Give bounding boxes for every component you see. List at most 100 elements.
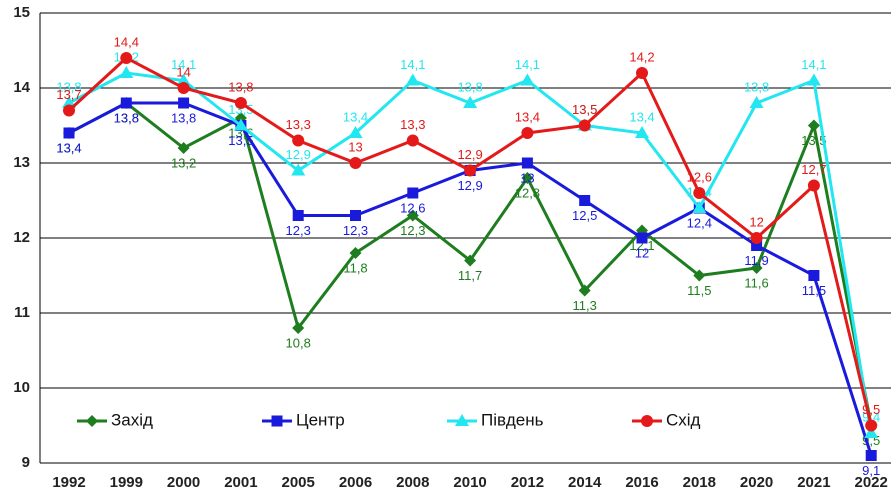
- data-label: 13,3: [400, 117, 425, 132]
- data-label: 10,8: [286, 335, 311, 350]
- data-label: 13,4: [56, 140, 81, 155]
- point: [864, 426, 879, 438]
- legend-label: Схід: [666, 410, 701, 429]
- point: [176, 73, 191, 86]
- data-label: 11,6: [744, 275, 768, 290]
- point: [750, 262, 763, 274]
- point: [807, 119, 820, 132]
- data-label: 13,5: [801, 133, 826, 148]
- y-tick-label: 12: [13, 229, 30, 246]
- data-label: 11,9: [744, 253, 768, 268]
- legend-marker: [86, 415, 98, 427]
- point: [291, 163, 306, 176]
- point: [464, 254, 477, 267]
- data-label: 12,3: [343, 223, 368, 238]
- point: [692, 201, 707, 213]
- data-label: 12,7: [801, 162, 826, 177]
- x-tick-label: 2010: [453, 474, 486, 491]
- point: [808, 270, 820, 281]
- x-tick-label: 2022: [855, 474, 888, 491]
- point: [750, 232, 763, 244]
- data-label: 14,1: [515, 57, 540, 72]
- data-label: 11,5: [687, 283, 711, 298]
- data-label: 14,2: [629, 49, 654, 64]
- x-tick-label: 2001: [224, 474, 257, 491]
- data-label: 12,6: [400, 200, 425, 215]
- data-label: 12: [749, 214, 763, 229]
- x-tick-label: 1992: [52, 474, 85, 491]
- point: [407, 187, 419, 199]
- data-label: 12,3: [286, 223, 311, 238]
- data-label: 13,4: [629, 109, 654, 124]
- y-tick-label: 14: [13, 79, 30, 96]
- legend-marker: [271, 415, 283, 427]
- data-label: 13,8: [56, 79, 81, 94]
- data-label: 13,3: [286, 117, 311, 132]
- point: [178, 97, 190, 109]
- data-label: 13: [348, 139, 362, 154]
- series: 13,7 14,4 14 13,8 13,3 13 13,3 12,9 13,4 13,5 14,2…: [56, 34, 880, 432]
- data-label: 9,5: [862, 402, 880, 417]
- point: [120, 52, 133, 64]
- point: [636, 67, 648, 79]
- legend-label: Захід: [111, 410, 153, 429]
- point: [635, 126, 649, 138]
- x-tick-label: 2018: [683, 474, 716, 491]
- data-label: 13,5: [572, 102, 597, 117]
- point: [751, 240, 763, 251]
- data-label: 11,7: [458, 268, 482, 283]
- point: [119, 66, 134, 78]
- data-label: 12,8: [515, 185, 540, 200]
- point: [406, 134, 419, 147]
- data-label: 12,5: [572, 208, 597, 223]
- data-label: 13,4: [343, 109, 368, 124]
- data-label: 9,1: [862, 463, 880, 478]
- legend-label: Центр: [296, 410, 345, 429]
- data-label: 13,8: [171, 110, 196, 125]
- point: [406, 209, 419, 222]
- x-tick-label: 2014: [568, 474, 602, 491]
- data-label: 13,8: [114, 110, 139, 125]
- point: [349, 157, 362, 169]
- data-label: 13,5: [228, 133, 253, 148]
- point: [177, 82, 190, 94]
- point: [806, 73, 821, 86]
- legend-item: Схід: [632, 410, 701, 429]
- point: [234, 97, 247, 109]
- data-label: 13,8: [457, 79, 482, 94]
- data-label: 14,1: [801, 57, 826, 72]
- legend-item: Захід: [77, 410, 153, 429]
- point: [292, 134, 305, 147]
- data-label: 14,1: [171, 57, 196, 72]
- point: [405, 73, 420, 86]
- point: [521, 157, 533, 169]
- data-label: 14,4: [114, 34, 139, 49]
- x-tick-label: 2021: [797, 474, 830, 491]
- x-tick-label: 2020: [740, 474, 773, 491]
- data-label: 13,8: [228, 79, 253, 94]
- data-label: 13,7: [56, 87, 81, 102]
- x-tick-label: 1999: [110, 474, 143, 491]
- data-label: 12,9: [457, 178, 482, 193]
- y-tick-label: 9: [22, 454, 30, 471]
- data-label: 12,9: [286, 147, 311, 162]
- data-label: 13,2: [171, 155, 196, 170]
- data-label: 13,8: [114, 110, 139, 125]
- data-label: 13,4: [515, 109, 540, 124]
- x-tick-label: 2000: [167, 474, 200, 491]
- point: [578, 119, 591, 132]
- legend-item: Центр: [262, 410, 345, 429]
- point: [350, 210, 361, 221]
- point: [233, 118, 248, 131]
- point: [636, 232, 648, 244]
- point: [749, 96, 764, 108]
- point: [463, 96, 478, 108]
- data-label: 14: [176, 64, 190, 79]
- data-label: 13,5: [572, 102, 597, 117]
- point: [865, 450, 877, 461]
- point: [693, 269, 706, 282]
- data-label: 14,1: [400, 57, 425, 72]
- point: [693, 187, 706, 199]
- y-tick-label: 11: [14, 304, 30, 321]
